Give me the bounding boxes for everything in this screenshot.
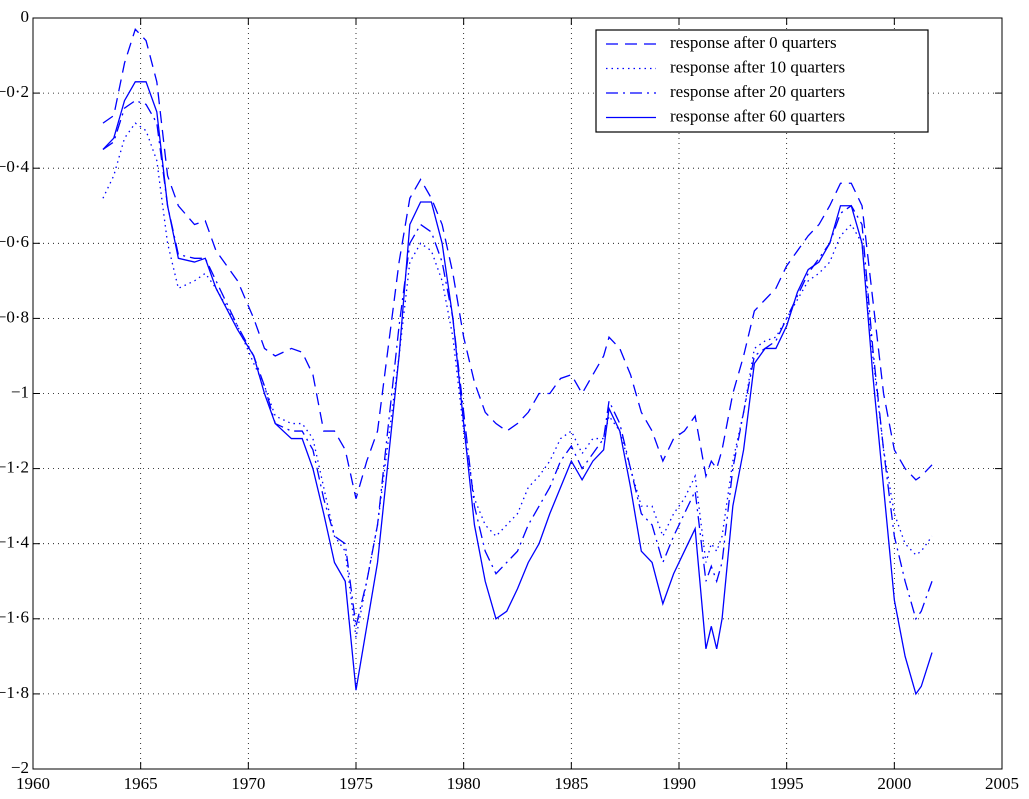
x-tick-label: 2000 [877,774,911,793]
legend-label: response after 60 quarters [670,106,845,125]
legend-label: response after 0 quarters [670,33,837,52]
y-tick-label: −0·4 [0,157,29,176]
y-tick-label: −1·4 [0,533,29,552]
y-tick-label: −1·2 [0,458,29,477]
x-tick-label: 1985 [554,774,588,793]
legend-label: response after 10 quarters [670,57,845,76]
series-line [102,81,933,696]
plot-area [33,18,1002,769]
x-tick-label: 1980 [447,774,481,793]
y-tick-label: −0·8 [0,307,29,326]
x-tick-label: 2005 [985,774,1019,793]
y-tick-label: 0 [21,7,30,26]
x-tick-label: 1995 [770,774,804,793]
series-line [102,122,933,638]
y-tick-label: −1·6 [0,608,29,627]
series-line [102,99,933,627]
legend-box [595,29,929,133]
y-tick-label: −0·2 [0,82,29,101]
axes-frame [32,17,1003,770]
y-tick-label: −1·8 [0,683,29,702]
legend-label: response after 20 quarters [670,82,845,101]
y-tick-label: −1 [11,382,29,401]
y-tick-label: −2 [11,758,29,777]
x-tick-label: 1965 [124,774,158,793]
x-tick-label: 1960 [16,774,50,793]
x-tick-label: 1975 [339,774,373,793]
x-tick-label: 1990 [662,774,696,793]
x-tick-label: 1970 [231,774,265,793]
series-line [102,28,933,499]
y-tick-label: −0·6 [0,232,29,251]
